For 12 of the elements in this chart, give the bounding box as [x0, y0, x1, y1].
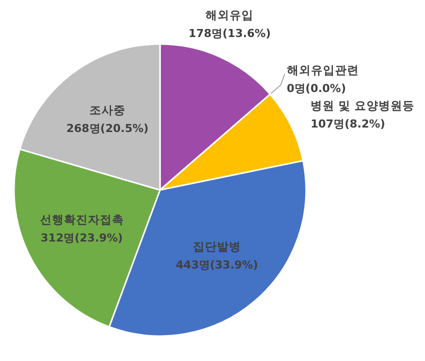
- slice-label: 병원 및 요양병원등: [310, 98, 415, 113]
- data-label: 312명(23.9%): [40, 231, 123, 244]
- category-label: 해외유입관련: [286, 62, 359, 77]
- slice-label: 집단발병: [193, 240, 242, 254]
- slice-label: 선행확진자접촉: [40, 212, 124, 226]
- data-label: 178명(13.6%): [188, 27, 271, 40]
- slice-label: 해외유입: [206, 8, 254, 22]
- slice-label: 조사중: [89, 102, 126, 117]
- text: 0명(0.0%): [286, 82, 346, 95]
- data-label: 107명(8.2%): [310, 118, 386, 131]
- data-label: 268명(20.5%): [66, 122, 149, 135]
- data-label: 443명(33.9%): [176, 258, 258, 272]
